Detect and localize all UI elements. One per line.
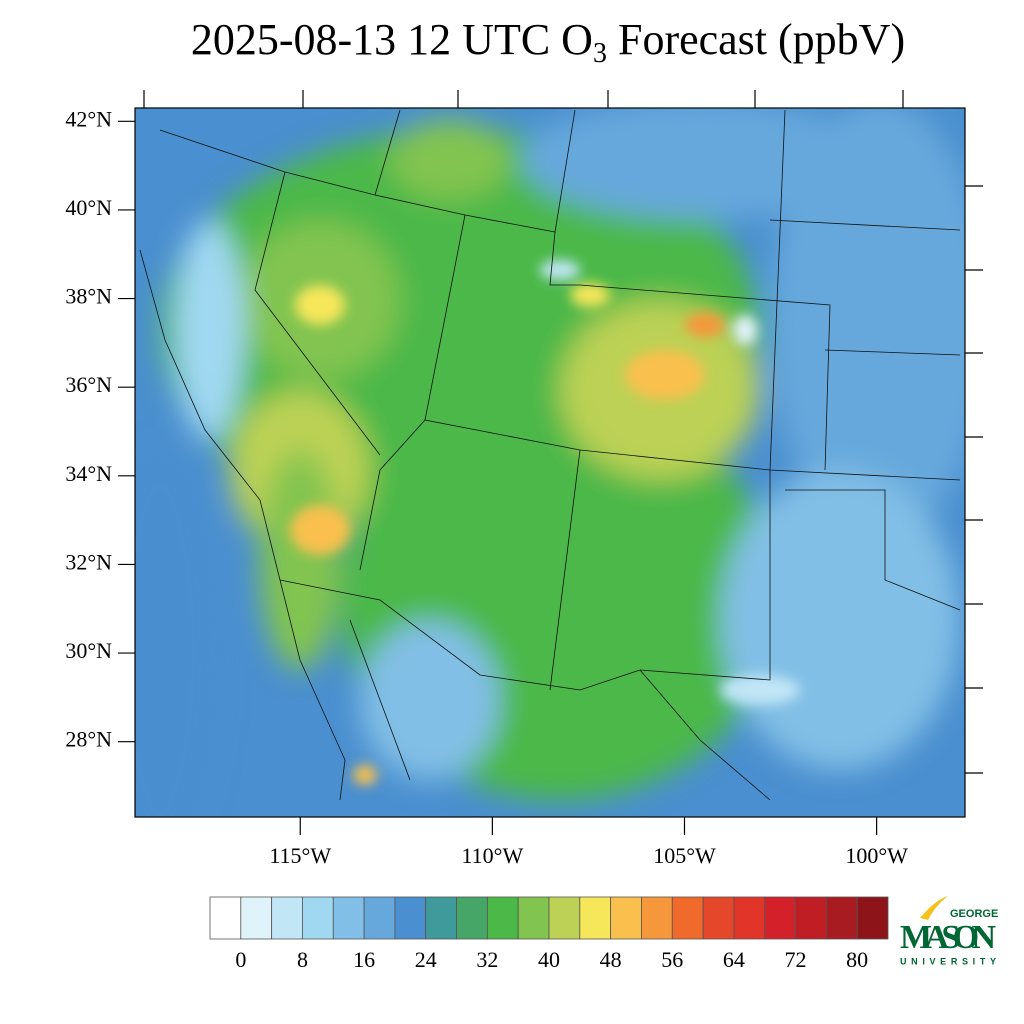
colorbar-label: 8 <box>297 947 308 972</box>
colorbar-box <box>302 896 334 940</box>
lat-tick-label: 42°N <box>65 106 112 131</box>
colorbar-box <box>271 896 303 940</box>
colorbar-label: 72 <box>785 947 807 972</box>
lat-tick-label: 38°N <box>65 284 112 309</box>
state-borders <box>139 109 961 801</box>
colorbar-box <box>394 896 427 940</box>
title-text: Forecast (ppbV) <box>607 15 905 64</box>
colorbar-box <box>209 896 242 940</box>
colorbar-box <box>610 896 642 940</box>
lat-tick-label: 34°N <box>65 461 112 486</box>
lon-tick-label: 115°W <box>269 843 331 868</box>
title: 2025-08-13 12 UTC O3 Forecast (ppbV) <box>191 15 905 69</box>
colorbar-label: 16 <box>353 947 375 972</box>
logo: GEORGE MASON UNIVERSITY <box>900 896 998 966</box>
colorbar-box <box>486 896 519 940</box>
lon-tick-label: 110°W <box>461 843 523 868</box>
colorbar-label: 32 <box>476 947 498 972</box>
colorbar-label: 48 <box>600 947 622 972</box>
colorbar-label: 40 <box>538 947 560 972</box>
colorbar-box <box>363 896 396 940</box>
logo-name: MASON <box>900 919 996 956</box>
colorbar-box <box>641 896 673 940</box>
lon-tick-label: 105°W <box>653 843 716 868</box>
colorbar-box <box>456 896 488 940</box>
frame-ticks <box>143 90 983 774</box>
title-subscript: 3 <box>593 38 607 69</box>
map-frame <box>134 107 966 818</box>
colorbar-box <box>795 896 827 940</box>
lon-tick-label: 100°W <box>845 843 908 868</box>
lat-tick-label: 32°N <box>65 549 112 574</box>
colorbar-box <box>548 896 581 940</box>
colorbar-box <box>425 896 457 940</box>
map-field <box>135 108 965 817</box>
colorbar-box <box>825 896 858 940</box>
colorbar-box <box>579 896 612 940</box>
colorbar-box <box>240 896 273 940</box>
lat-tick-label: 36°N <box>65 372 112 397</box>
colorbar-box <box>856 896 889 940</box>
colorbar-box <box>671 896 704 940</box>
colorbar-box <box>764 896 796 940</box>
lat-tick-label: 30°N <box>65 638 112 663</box>
colorbar-label: 80 <box>846 947 868 972</box>
lat-tick-label: 28°N <box>65 727 112 752</box>
lat-tick-label: 40°N <box>65 195 112 220</box>
logo-bottom: UNIVERSITY <box>900 956 996 966</box>
colorbar-label: 0 <box>235 947 246 972</box>
colorbar-box <box>517 896 550 940</box>
colorbar-label: 56 <box>661 947 683 972</box>
title-text: 2025-08-13 12 UTC O <box>191 15 593 64</box>
colorbar-box <box>702 896 735 940</box>
logo-top: GEORGE <box>950 908 998 920</box>
colorbar-label: 24 <box>415 947 437 972</box>
colorbar-box <box>733 896 766 940</box>
colorbar-label: 64 <box>723 947 745 972</box>
colorbar-box <box>332 896 365 940</box>
